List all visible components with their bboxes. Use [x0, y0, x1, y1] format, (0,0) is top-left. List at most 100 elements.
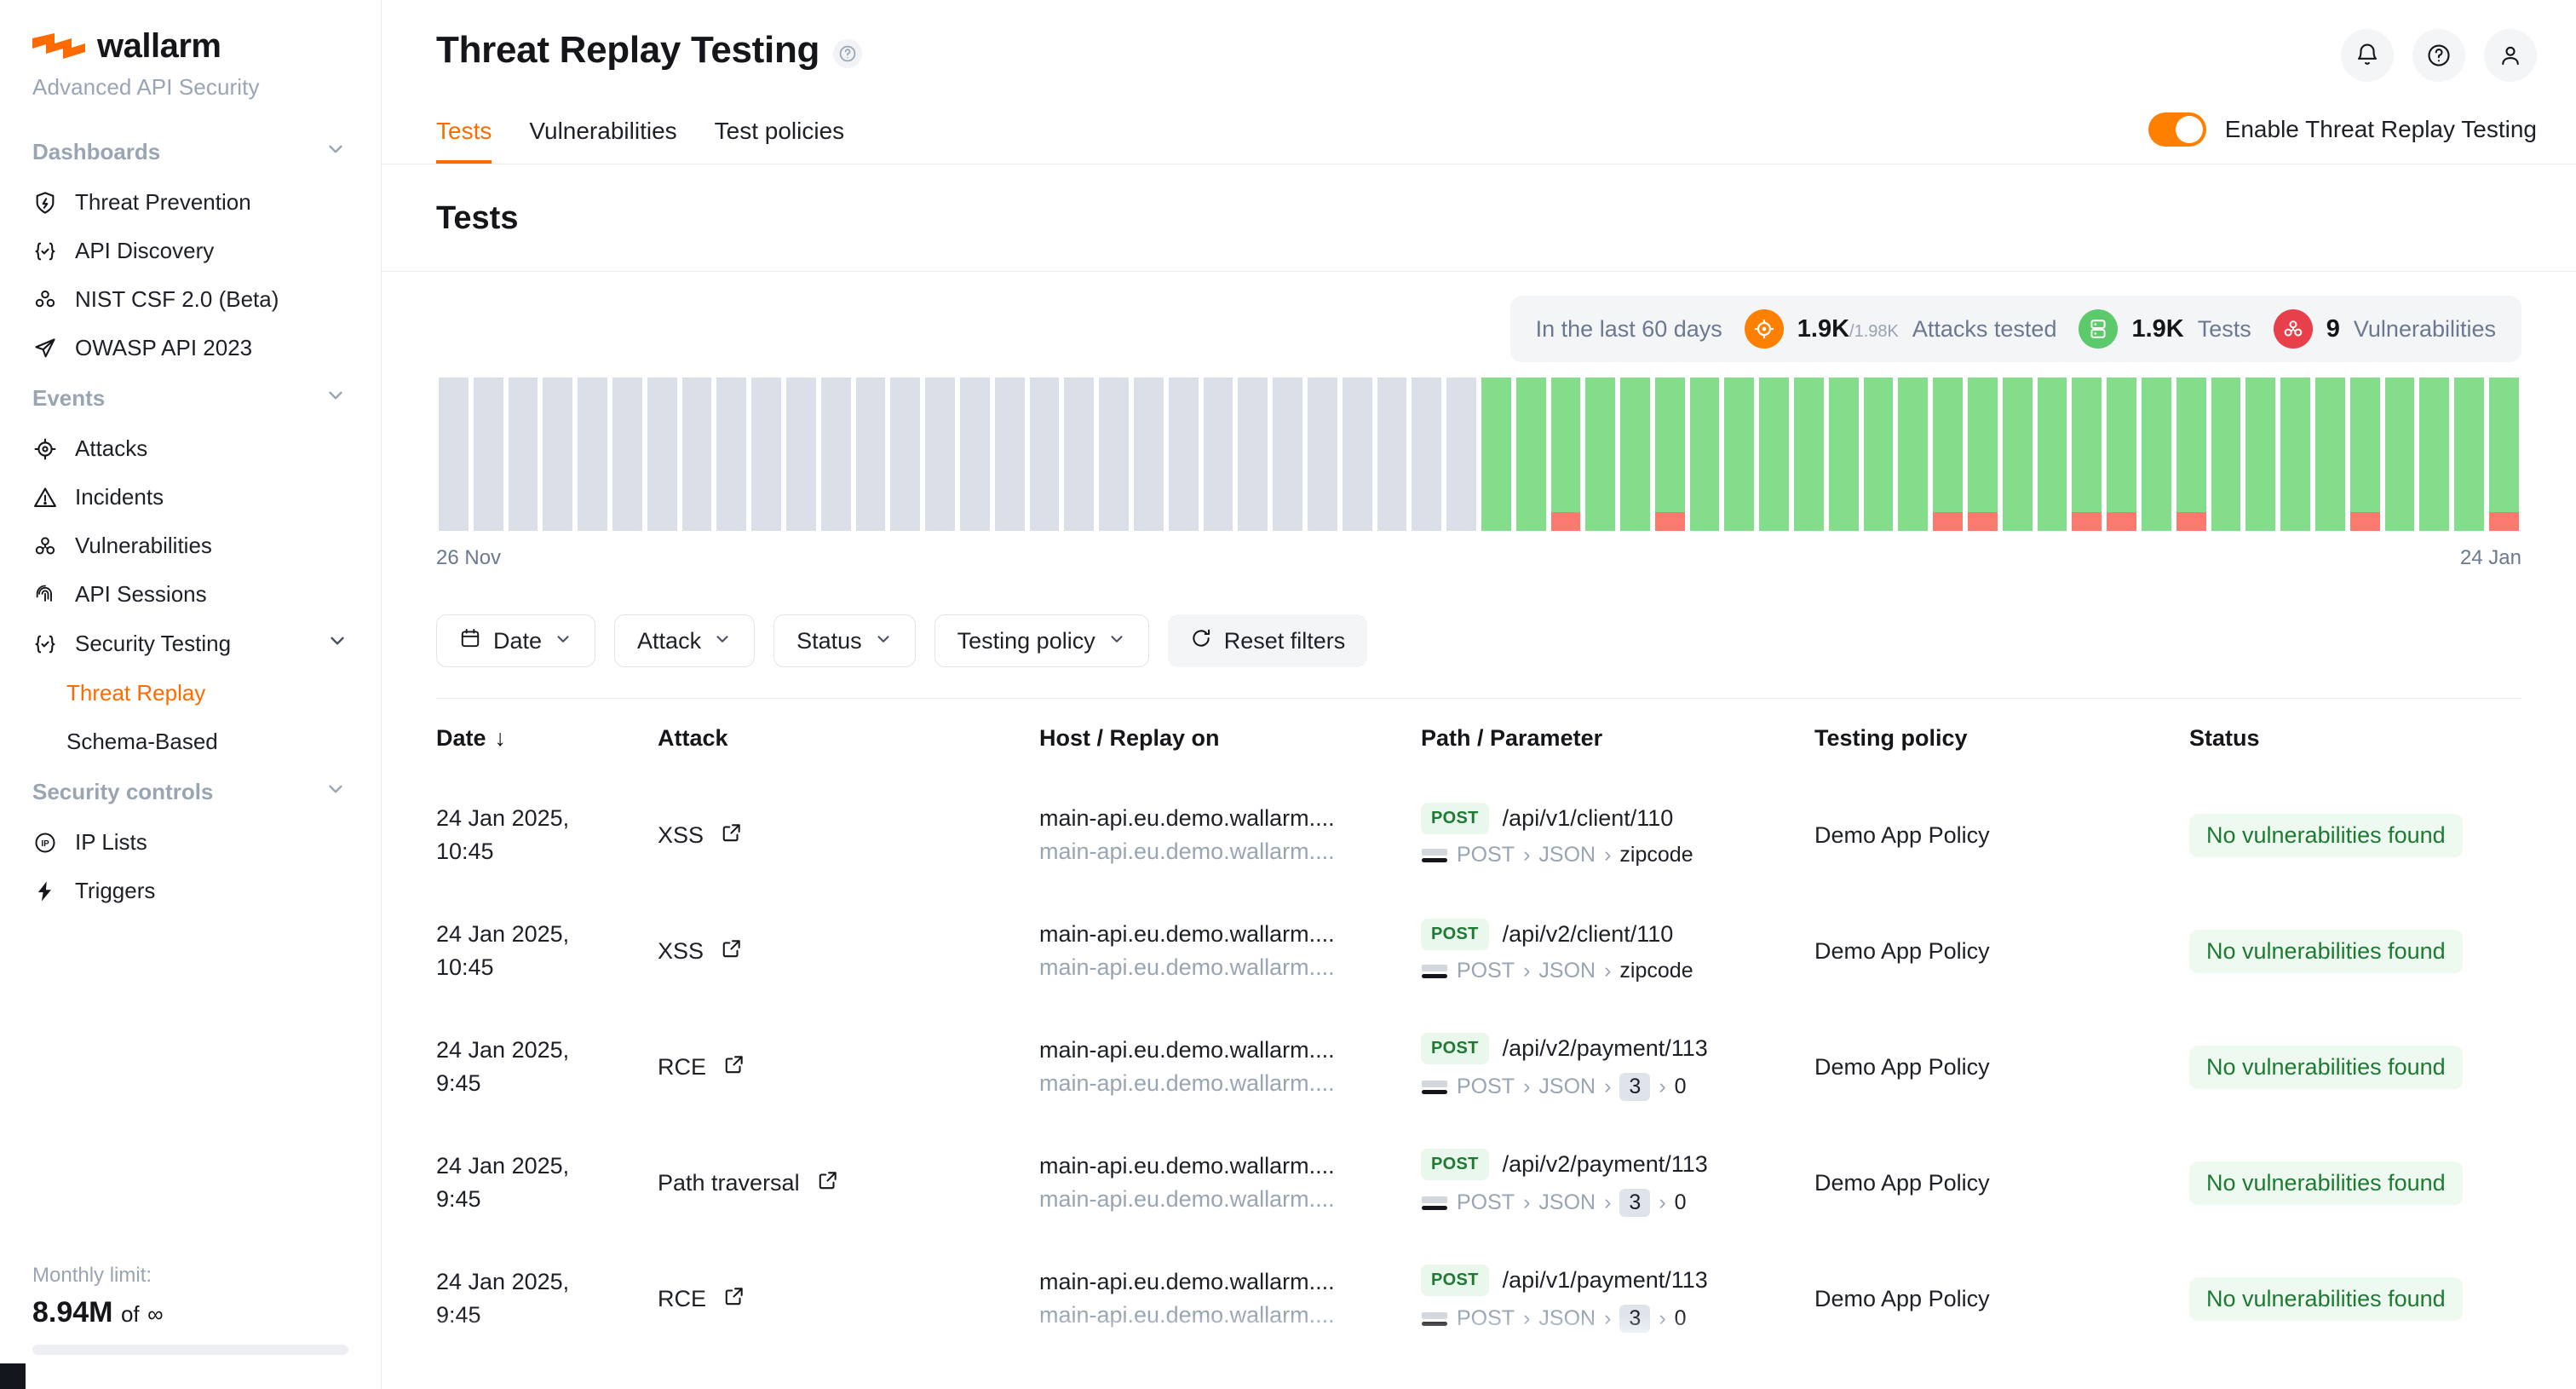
chart-bar[interactable]	[1166, 378, 1201, 531]
chart-bar[interactable]	[1027, 378, 1062, 531]
chart-bar[interactable]	[2383, 378, 2418, 531]
sidebar-item-api-discovery[interactable]: API Discovery	[0, 227, 381, 275]
table-row[interactable]: 24 Jan 2025, 9:45 RCE main-api.eu.demo.wall…	[436, 1241, 2521, 1357]
tab-test-policies[interactable]: Test policies	[714, 118, 845, 144]
filter-status-button[interactable]: Status	[773, 614, 916, 667]
sidebar-item-threat-prevention[interactable]: Threat Prevention	[0, 178, 381, 227]
notifications-icon[interactable]	[2341, 29, 2394, 82]
chart-bar[interactable]	[888, 378, 923, 531]
chart-bar[interactable]	[992, 378, 1027, 531]
question-circle-icon[interactable]	[833, 39, 863, 68]
sidebar-item-incidents[interactable]: Incidents	[0, 473, 381, 522]
sidebar-item-triggers[interactable]: Triggers	[0, 867, 381, 915]
chart-bar[interactable]	[1375, 378, 1410, 531]
table-row[interactable]: 24 Jan 2025, 9:45 RCE main-api.eu.demo.wall…	[436, 1009, 2521, 1125]
chart-bar[interactable]	[1861, 378, 1896, 531]
chart-bar[interactable]	[1409, 378, 1444, 531]
chart-bar[interactable]	[1653, 378, 1688, 531]
sidebar-item-vulnerabilities[interactable]: Vulnerabilities	[0, 522, 381, 570]
chart-bar[interactable]	[1061, 378, 1096, 531]
table-row[interactable]: 24 Jan 2025, 10:45 XSS main-api.eu.demo.wal…	[436, 777, 2521, 893]
sidebar-item-ip-lists[interactable]: IP IP Lists	[0, 818, 381, 867]
column-header-host[interactable]: Host / Replay on	[1039, 724, 1220, 751]
tab-vulnerabilities[interactable]: Vulnerabilities	[529, 118, 677, 144]
chart-bar[interactable]	[1340, 378, 1375, 531]
chart-bar[interactable]	[680, 378, 715, 531]
chart-bars[interactable]	[436, 378, 2521, 531]
column-header-status[interactable]: Status	[2189, 724, 2260, 751]
chart-bar[interactable]	[2487, 378, 2521, 531]
chart-bar[interactable]	[1930, 378, 1965, 531]
column-header-date[interactable]: Date ↓	[436, 725, 658, 752]
filter-date-button[interactable]: Date	[436, 614, 596, 667]
chart-bar[interactable]	[784, 378, 819, 531]
column-header-policy[interactable]: Testing policy	[1814, 724, 1968, 751]
brand[interactable]: wallarm Advanced API Security	[0, 0, 381, 101]
chart-bar[interactable]	[2104, 378, 2139, 531]
chart-bar[interactable]	[2243, 378, 2278, 531]
reset-filters-button[interactable]: Reset filters	[1167, 614, 1368, 667]
sidebar-item-security-testing[interactable]: Security Testing	[0, 619, 381, 669]
sidebar-group-security-controls[interactable]: Security controls	[0, 766, 381, 818]
chart-bar[interactable]	[471, 378, 506, 531]
enable-threat-replay-toggle[interactable]	[2148, 112, 2206, 147]
chart-bar[interactable]	[1722, 378, 1757, 531]
column-header-path[interactable]: Path / Parameter	[1421, 724, 1603, 751]
chart-bar[interactable]	[1791, 378, 1826, 531]
chart-bar[interactable]	[2069, 378, 2104, 531]
chart-bar[interactable]	[1201, 378, 1236, 531]
chart-bar[interactable]	[610, 378, 645, 531]
chart-bar[interactable]	[2000, 378, 2035, 531]
chart-bar[interactable]	[714, 378, 749, 531]
help-icon[interactable]	[2412, 29, 2465, 82]
external-link-icon[interactable]	[723, 1285, 745, 1313]
external-link-icon[interactable]	[721, 821, 743, 850]
chart-bar[interactable]	[1583, 378, 1618, 531]
chart-bar[interactable]	[854, 378, 888, 531]
sidebar-item-owasp-api[interactable]: OWASP API 2023	[0, 324, 381, 372]
chart-bar[interactable]	[1618, 378, 1653, 531]
tab-tests[interactable]: Tests	[436, 118, 492, 164]
sidebar-item-attacks[interactable]: Attacks	[0, 424, 381, 473]
chart-bar[interactable]	[1479, 378, 1514, 531]
table-row[interactable]: 24 Jan 2025, 10:45 XSS main-api.eu.demo.wal…	[436, 893, 2521, 1009]
chart-bar[interactable]	[2313, 378, 2348, 531]
sidebar-subitem-schema-based[interactable]: Schema-Based	[66, 729, 218, 754]
chart-bar[interactable]	[2139, 378, 2174, 531]
column-header-attack[interactable]: Attack	[658, 724, 728, 751]
chart-bar[interactable]	[2035, 378, 2070, 531]
chart-bar[interactable]	[1826, 378, 1861, 531]
sidebar-group-events[interactable]: Events	[0, 372, 381, 424]
chart-bar[interactable]	[1895, 378, 1930, 531]
chart-bar[interactable]	[923, 378, 957, 531]
chart-bar[interactable]	[1965, 378, 2000, 531]
chart-bar[interactable]	[1235, 378, 1270, 531]
chart-bar[interactable]	[575, 378, 610, 531]
chart-bar[interactable]	[2348, 378, 2383, 531]
filter-attack-button[interactable]: Attack	[614, 614, 756, 667]
table-row[interactable]: 24 Jan 2025main-api.eu.demo.wallarmPOST/…	[436, 1357, 2521, 1389]
chart-bar[interactable]	[540, 378, 575, 531]
external-link-icon[interactable]	[723, 1053, 745, 1081]
chart-bar[interactable]	[1757, 378, 1791, 531]
chart-bar[interactable]	[2209, 378, 2244, 531]
chart-bar[interactable]	[1270, 378, 1305, 531]
sidebar-subitem-threat-replay[interactable]: Threat Replay	[66, 680, 206, 706]
account-icon[interactable]	[2484, 29, 2537, 82]
chart-bar[interactable]	[2417, 378, 2452, 531]
chart-bar[interactable]	[1549, 378, 1584, 531]
external-link-icon[interactable]	[721, 937, 743, 965]
sidebar-item-api-sessions[interactable]: API Sessions	[0, 570, 381, 619]
chart-bar[interactable]	[819, 378, 854, 531]
chart-bar[interactable]	[506, 378, 541, 531]
chart-bar[interactable]	[1096, 378, 1131, 531]
chart-bar[interactable]	[645, 378, 680, 531]
table-row[interactable]: 24 Jan 2025, 9:45 Path traversal main-api.e…	[436, 1125, 2521, 1241]
chart-bar[interactable]	[957, 378, 992, 531]
chart-bar[interactable]	[1688, 378, 1722, 531]
chart-bar[interactable]	[749, 378, 784, 531]
chart-bar[interactable]	[2278, 378, 2313, 531]
filter-testing-policy-button[interactable]: Testing policy	[934, 614, 1149, 667]
external-link-icon[interactable]	[817, 1169, 839, 1197]
sidebar-group-dashboards[interactable]: Dashboards	[0, 126, 381, 178]
